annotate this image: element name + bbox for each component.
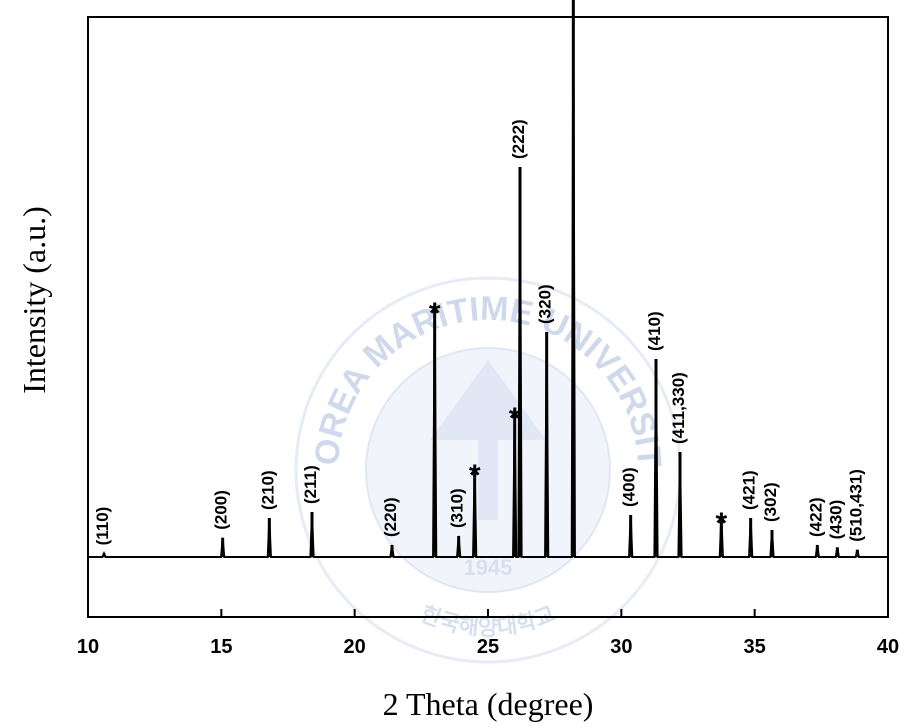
peak-label: (320) [536,284,555,324]
watermark-seal: KOREA MARITIME UNIVERSITY 한국해양대학교 1945 [0,0,682,664]
peak-label: (510,431) [846,469,865,542]
peak-label: (310) [448,488,467,528]
peak-label: (410) [645,311,664,351]
peak-marker-star: * [429,297,441,330]
watermark-year: 1945 [464,555,513,580]
x-axis-ticks [87,609,889,617]
peak-label: (400) [620,467,639,507]
x-tick-label: 35 [744,636,766,658]
peak-label: (222) [509,119,528,159]
peak-label: (210) [258,470,277,510]
peak-marker-star: * [715,507,727,540]
x-tick-label: 30 [610,636,632,658]
x-tick-label: 15 [210,636,232,658]
peak-lines [102,0,859,557]
peak-label: (430) [826,500,845,540]
peak-label: (411,330) [669,372,688,444]
x-tick-label: 25 [477,636,499,658]
peak-label: (302) [761,482,780,522]
peak-label: (220) [381,497,400,537]
peak-label: (422) [806,497,825,537]
x-tick-label: 10 [77,636,99,658]
x-axis-title: 2 Theta (degree) [383,686,594,722]
x-axis-tick-labels: 10 15 20 25 30 35 40 [77,636,899,658]
x-tick-label: 40 [877,636,899,658]
watermark-korean-text: 한국해양대학교 [417,601,558,640]
peak-label: (200) [212,490,231,530]
peak-label: (421) [740,470,759,510]
peak-marker-star: * [469,459,481,492]
peak-label: (110) [93,507,112,546]
x-tick-label: 20 [344,636,366,658]
y-axis-title: Intensity (a.u.) [16,206,52,394]
peak-label: (211) [301,465,320,504]
peak-labels: (110) (200) (210) (211)(220)*(310)**(222)(3… [93,119,865,546]
peak-marker-star: * [509,402,521,435]
